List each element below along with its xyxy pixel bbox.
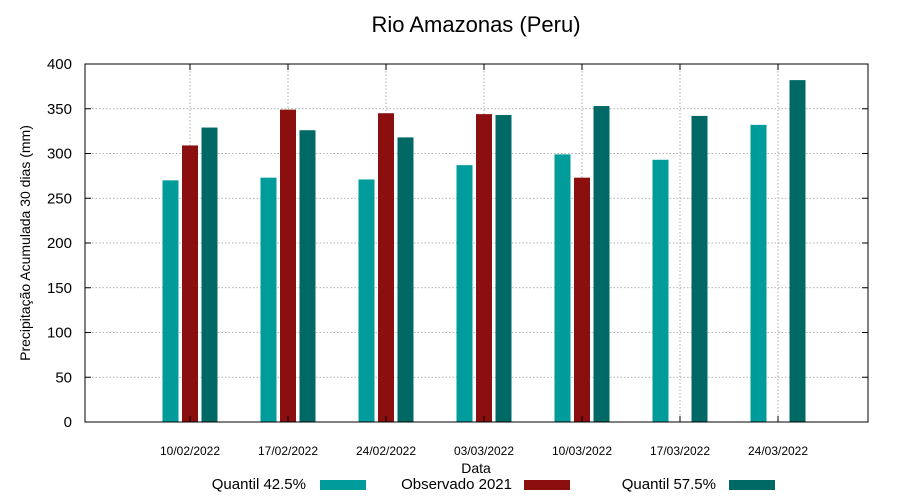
x-tick-label: 03/03/2022	[454, 444, 514, 458]
x-axis-ticks: 10/02/2022 17/02/2022 24/02/2022 03/03/2022…	[160, 64, 808, 458]
bar-observado-2021-2	[378, 113, 394, 422]
y-tick-label: 200	[47, 235, 72, 252]
bar-observado-2021-4	[574, 177, 590, 422]
x-tick-label: 24/02/2022	[356, 444, 416, 458]
x-tick-label: 10/03/2022	[552, 444, 612, 458]
plot-frame	[84, 63, 869, 423]
y-tick-label: 350	[47, 101, 72, 118]
y-axis-label: Precipitação Acumulada 30 dias (mm)	[17, 125, 33, 361]
bar-quantil-57-5--5	[691, 115, 708, 422]
bar-quantil-42-5--5	[652, 159, 669, 422]
legend-swatch	[524, 480, 570, 490]
y-tick-label: 100	[47, 325, 72, 342]
x-tick-label: 17/02/2022	[258, 444, 318, 458]
y-tick-label: 50	[55, 369, 72, 386]
bar-quantil-57-5--3	[495, 115, 512, 422]
bar-quantil-42-5--4	[554, 154, 571, 422]
bar-quantil-57-5--6	[789, 80, 806, 423]
bar-observado-2021-3	[476, 114, 492, 423]
bar-quantil-57-5--2	[397, 137, 414, 422]
x-tick-label: 17/03/2022	[650, 444, 710, 458]
bar-quantil-42-5--3	[456, 165, 473, 422]
legend-label: Quantil 57.5%	[622, 476, 716, 493]
legend-swatch	[729, 480, 775, 490]
y-tick-label: 150	[47, 280, 72, 297]
legend-label: Quantil 42.5%	[212, 476, 306, 493]
y-tick-label: 0	[64, 414, 72, 431]
bar-quantil-42-5--2	[358, 179, 375, 422]
bar-quantil-57-5--4	[593, 106, 610, 422]
bar-observado-2021-1	[280, 109, 296, 423]
x-tick-label: 24/03/2022	[748, 444, 808, 458]
y-tick-label: 400	[47, 56, 72, 73]
chart-title: Rio Amazonas (Peru)	[371, 12, 580, 37]
bar-quantil-57-5--1	[299, 130, 316, 423]
bar-quantil-42-5--6	[750, 124, 767, 423]
bar-quantil-42-5--1	[260, 177, 277, 422]
y-tick-label: 300	[47, 146, 72, 163]
bar-observado-2021-0	[182, 145, 198, 422]
bar-quantil-42-5--0	[162, 180, 179, 422]
legend: Quantil 42.5% Observado 2021 Quantil 57.5%	[212, 476, 775, 493]
y-tick-label: 250	[47, 190, 72, 207]
x-axis-label: Data	[461, 460, 491, 476]
bars	[162, 80, 806, 423]
legend-label: Observado 2021	[401, 476, 512, 493]
bar-quantil-57-5--0	[201, 127, 218, 423]
x-tick-label: 10/02/2022	[160, 444, 220, 458]
legend-swatch	[320, 480, 366, 490]
